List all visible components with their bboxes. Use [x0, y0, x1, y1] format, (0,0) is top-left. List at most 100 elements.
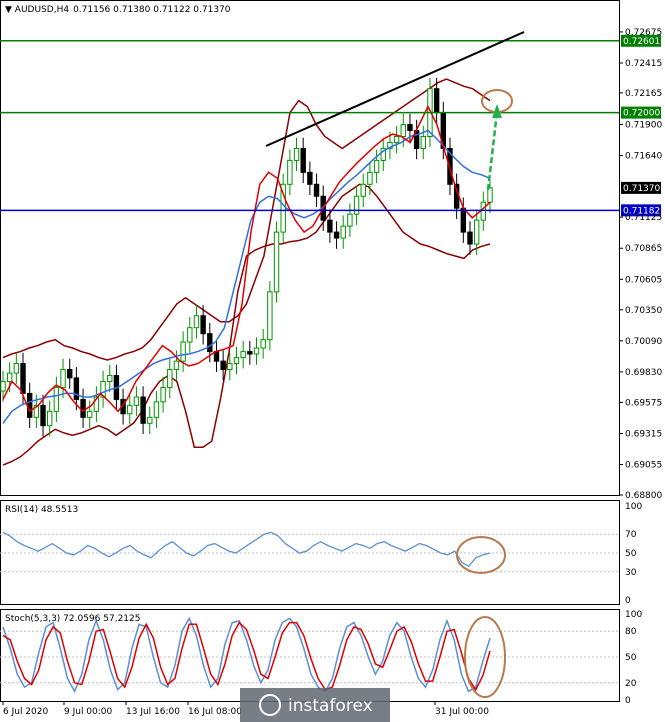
price-tick-label: 0.69315 — [625, 429, 662, 439]
stoch-tick-label: 80 — [625, 627, 637, 637]
candle-body — [207, 333, 213, 353]
candle-body — [67, 369, 73, 379]
candle-body — [247, 351, 253, 355]
stoch-tick-label: 50 — [625, 653, 637, 663]
candle-body — [127, 404, 133, 415]
candle-body — [233, 357, 240, 365]
candle-body — [87, 410, 93, 418]
moving-average-layer — [2, 104, 491, 424]
candle-body — [300, 147, 306, 173]
candle-body — [187, 327, 193, 343]
stoch-main-line — [2, 616, 491, 694]
target-arrow — [486, 111, 499, 191]
ma-fast-line — [2, 104, 491, 413]
candle-body — [353, 195, 360, 215]
target-circle-rsi — [456, 536, 506, 574]
candle-body — [200, 315, 206, 335]
candle-body — [420, 136, 426, 149]
candle-body — [213, 351, 220, 362]
price-tick-label: 0.72165 — [625, 89, 662, 99]
rsi-tick-label: 30 — [625, 568, 637, 578]
price-tick-label: 0.69830 — [625, 368, 662, 378]
candle-body — [347, 213, 353, 227]
candle-body — [287, 159, 293, 185]
level-badge-support — [621, 204, 661, 217]
candle-body — [60, 369, 66, 388]
level-badge-resistance-lower — [621, 106, 661, 119]
candle-body — [80, 398, 86, 418]
price-tick-label: 0.70605 — [625, 275, 662, 285]
candle-body — [373, 159, 380, 173]
candle-body — [33, 404, 40, 418]
candle-body — [260, 339, 266, 349]
stoch-header: Stoch(5,3,3) 72.0596 57.2125 — [5, 614, 140, 624]
candle-body — [380, 147, 386, 161]
level-label-resistance-lower: 0.72000 — [623, 109, 660, 119]
trendline — [265, 31, 525, 147]
candle-body — [327, 219, 333, 233]
rsi-tick-label: 50 — [625, 549, 637, 559]
candle-body — [26, 392, 33, 418]
candle-body — [53, 386, 60, 412]
candle-body — [273, 231, 280, 293]
stoch-tick-label: 20 — [625, 679, 637, 689]
price-tick-label: 0.72415 — [625, 59, 662, 69]
logo-icon — [259, 694, 281, 716]
candle-body — [0, 380, 6, 392]
rsi-tick-label: 70 — [625, 530, 637, 540]
candle-body — [173, 360, 180, 371]
ohlc-label: 0.71156 0.71380 0.71122 0.71370 — [73, 5, 231, 15]
candle-body — [180, 341, 186, 362]
time-axis: 6 Jul 2020 9 Jul 00:00 13 Jul 16:00 16 Jul … — [2, 701, 489, 717]
price-tick-label: 0.69055 — [625, 461, 662, 471]
candle-body — [393, 136, 400, 143]
candle-body — [387, 141, 393, 149]
price-tick-label: 0.72675 — [625, 28, 662, 38]
bollinger-upper-line — [2, 78, 491, 361]
level-badge-resistance-upper — [621, 34, 661, 47]
watermark-text: instaforex — [288, 696, 373, 716]
price-tick-label: 0.71125 — [625, 213, 662, 223]
time-tick-label: 9 Jul 00:00 — [64, 707, 113, 717]
price-tick-label: 0.69575 — [625, 398, 662, 408]
price-tick-label: 0.70090 — [625, 337, 662, 347]
rsi-header: RSI(14) 48.5513 — [5, 505, 78, 515]
symbol-label: AUDUSD,H4 — [15, 5, 70, 15]
rsi-tick-label: 100 — [625, 502, 642, 512]
rsi-line — [2, 531, 491, 568]
candle-body — [220, 360, 226, 371]
target-circle-stoch — [464, 616, 506, 698]
candle-body — [167, 369, 173, 388]
candle-body — [227, 363, 233, 371]
candle-body — [340, 225, 346, 239]
candle-body — [367, 171, 373, 185]
levels-layer: 0.72601 0.72000 0.71370 0.71182 — [0, 34, 661, 217]
candle-body — [333, 231, 340, 239]
candle-body — [6, 372, 13, 382]
level-label-resistance-upper: 0.72601 — [623, 37, 660, 47]
chart-header: ▼ AUDUSD,H4 0.71156 0.71380 0.71122 0.713… — [5, 5, 231, 15]
candle-body — [73, 377, 80, 400]
candle-body — [20, 363, 26, 394]
candle-body — [473, 219, 480, 245]
level-label-support: 0.71182 — [623, 206, 660, 216]
price-tick-label: 0.71640 — [625, 152, 662, 162]
candle-body — [40, 404, 46, 427]
ma-slow-line — [2, 129, 491, 424]
time-tick-label: 31 Jul 00:00 — [435, 707, 489, 717]
stoch-layer: 100 80 50 20 0 — [0, 610, 642, 706]
candle-body — [460, 207, 467, 233]
price-tick-label: 0.71900 — [625, 121, 662, 131]
candle-body — [293, 147, 300, 161]
chevron-down-icon: ▼ — [5, 5, 15, 15]
candle-body — [100, 380, 106, 398]
watermark: instaforex — [240, 688, 390, 722]
arrow-head-icon — [492, 104, 502, 118]
candle-body — [407, 124, 413, 132]
candle-body — [193, 315, 200, 329]
rsi-layer: 100 70 50 30 0 — [0, 502, 642, 606]
level-label-current-price: 0.71370 — [623, 184, 660, 194]
candle-body — [46, 410, 53, 427]
level-badge-current-price — [621, 181, 661, 194]
